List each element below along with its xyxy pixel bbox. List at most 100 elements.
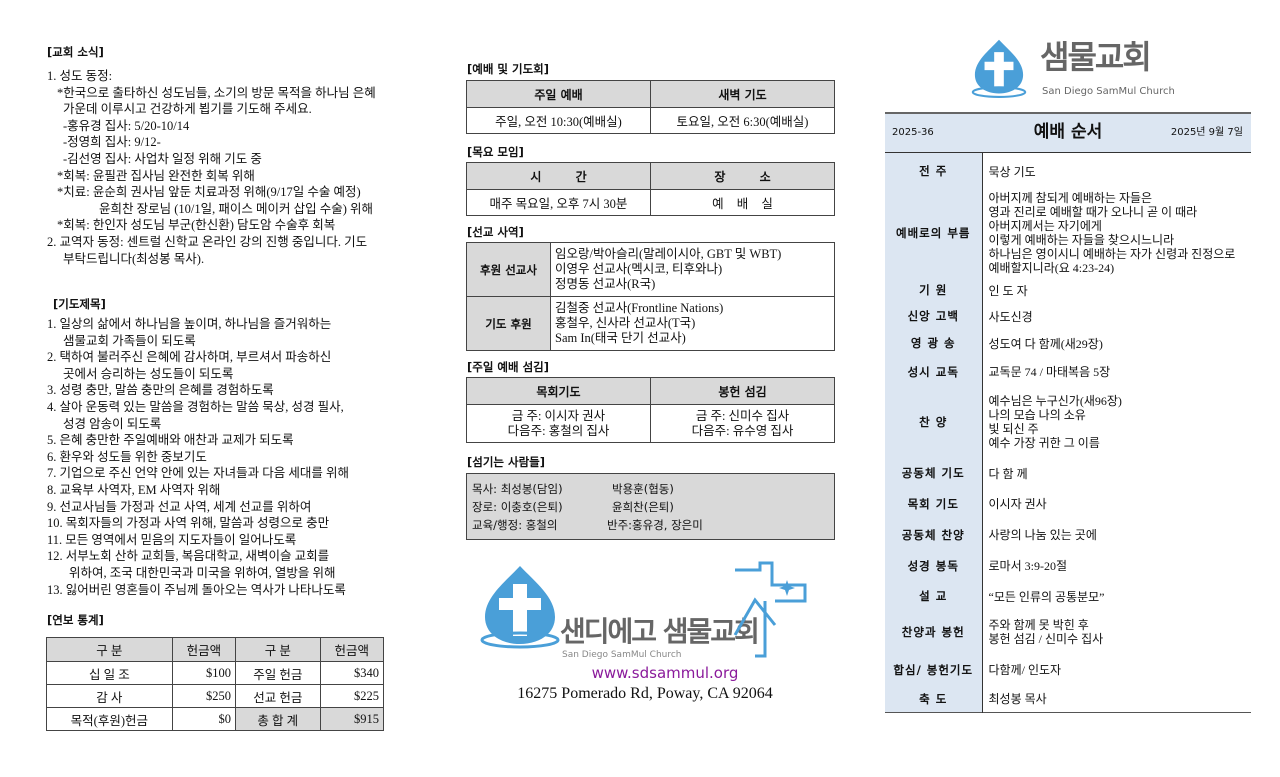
order-item-label: 성시 교독 — [885, 357, 983, 386]
order-row: 영 광 송 성도여 다 함께(새29장) — [885, 329, 1251, 357]
order-item-label: 전 주 — [885, 153, 983, 189]
mission-label: 기도 후원 — [466, 296, 551, 351]
order-item-value: 빛 되신 주 — [988, 422, 1039, 436]
order-row: 축 도 최성봉 목사 — [885, 686, 1251, 712]
cell: 금 주: 신미수 집사 — [695, 408, 790, 423]
order-table: 전 주 묵상 기도 예배로의 부름 아버지께 참되게 예배하는 자들은 영과 진리로 예… — [885, 153, 1251, 713]
table-row: 기도 후원 김철중 선교사(Frontline Nations) 홍철우, 신사라 … — [466, 296, 835, 351]
order-item-label: 성경 봉독 — [885, 550, 983, 581]
order-item-label: 공동체 찬양 — [885, 519, 983, 550]
list-line: *회복: 윤필관 집사님 완전한 회복 위해 — [57, 168, 255, 183]
order-item-value: 로마서 3:9-20절 — [988, 559, 1068, 573]
header-cell: 헌금액 — [319, 637, 385, 662]
list-line: 2. 교역자 동정: 센트럴 신학교 온라인 강의 진행 중입니다. 기도 — [47, 234, 368, 249]
order-item-value: 하나님은 영이시니 예배하는 자가 신령과 진정으로 — [988, 247, 1236, 261]
staff-entry: 박용훈(협동) — [612, 482, 674, 496]
prayer-title: [기도제목] — [53, 297, 106, 311]
list-line: 곳에서 승리하는 성도들이 되도록 — [63, 366, 234, 381]
list-line: 3. 성령 충만, 말씀 충만의 은혜를 경험하도록 — [47, 383, 274, 398]
list-line: 6. 환우와 성도들 위한 중보기도 — [47, 449, 207, 464]
list-line: -홍유경 집사: 5/20-10/14 — [63, 118, 190, 133]
cell: $0 — [171, 707, 237, 731]
list-line: *회복: 한인자 성도님 부군(한신환) 담도암 수술후 회복 — [57, 218, 336, 233]
list-line: 13. 잃어버린 영혼들이 주님께 돌아오는 역사가 나타나도록 — [47, 582, 346, 597]
total-label: 총 합 계 — [235, 707, 321, 731]
order-item-label: 찬 양 — [885, 386, 983, 458]
issue-number: 2025-36 — [892, 127, 934, 138]
order-item-value: 사랑의 나눔 있는 곳에 — [988, 528, 1097, 542]
order-row: 합심/ 봉헌기도 다함께/ 인도자 — [885, 653, 1251, 686]
total-value: $915 — [319, 707, 385, 731]
list-line: *한국으로 출타하신 성도님들, 소기의 방문 목적을 하나님 은혜 — [57, 85, 376, 100]
order-item-value: 최성봉 목사 — [988, 692, 1047, 707]
mission-title: [선교 사역] — [467, 225, 524, 239]
header-cell: 시 간 — [466, 162, 651, 190]
list-line: 성경 암송이 되도록 — [63, 416, 162, 431]
order-row: 찬양과 봉헌 주와 함께 못 박힌 후 봉헌 섬김 / 신미수 집사 — [885, 611, 1251, 653]
list-line: 9. 선교사님들 가정과 선교 사역, 세계 선교를 위하여 — [47, 499, 312, 514]
order-item-value: 영과 진리로 예배할 때가 오나니 곧 이 때라 — [988, 205, 1198, 219]
order-item-value: 묵상 기도 — [988, 164, 1036, 179]
list-line: 윤희찬 장로님 (10/1일, 패이스 메이커 삽입 수술) 위해 — [99, 201, 374, 216]
header-cell: 새벽 기도 — [650, 80, 835, 108]
list-line: 위하여, 조국 대한민국과 미국을 위하여, 열방을 위해 — [69, 565, 336, 580]
cell: $225 — [319, 684, 385, 708]
order-item-label: 신앙 고백 — [885, 303, 983, 329]
service-date: 2025년 9월 7일 — [1170, 127, 1243, 138]
church-address: 16275 Pomerado Rd, Poway, CA 92064 — [517, 685, 773, 702]
order-item-label: 공동체 기도 — [885, 458, 983, 488]
order-item-value: 성도여 다 함께(새29장) — [988, 336, 1103, 351]
order-row: 성시 교독 교독문 74 / 마태복음 5장 — [885, 357, 1251, 386]
footer-logo-english: San Diego SamMul Church — [562, 650, 682, 660]
order-row: 공동체 기도 다 함 께 — [885, 458, 1251, 488]
list-line: 샘물교회 가족들이 되도록 — [63, 333, 196, 348]
order-row: 전 주 묵상 기도 — [885, 153, 1251, 189]
header-cell: 헌금액 — [171, 637, 237, 662]
header-cell: 목회기도 — [466, 377, 651, 405]
church-cross-icon — [733, 561, 807, 658]
order-item-label: 기 원 — [885, 277, 983, 303]
order-title: 예배 순서 — [1033, 122, 1103, 142]
list-line: 1. 일상의 삶에서 하나님을 높이며, 하나님을 즐거워하는 — [47, 317, 332, 331]
mission-table: 후원 선교사 임오랑/박아슬리(말레이시아, GBT 및 WBT) 이영우 선교사(… — [466, 242, 835, 351]
table-row: 십 일 조 $100 주일 헌금 $340 — [46, 661, 385, 685]
table-row: 감 사 $250 선교 헌금 $225 — [46, 684, 385, 708]
header-cell: 봉헌 섬김 — [650, 377, 835, 405]
order-header: 2025-36 예배 순서 2025년 9월 7일 — [885, 112, 1251, 153]
finance-table: 구 분 헌금액 구 분 헌금액 십 일 조 $100 주일 헌금 $340 감 사 $250 선… — [46, 637, 385, 731]
footer-logo-korean: 샌디에고 샘물교회 — [560, 615, 760, 648]
order-item-label: 합심/ 봉헌기도 — [885, 653, 983, 686]
list-line: -정영희 집사: 9/12- — [63, 135, 161, 150]
header-cell: 장 소 — [650, 162, 835, 190]
mission-item: 이영우 선교사(멕시코, 티후와나) — [555, 262, 723, 276]
order-item-value: 다 함 께 — [988, 466, 1028, 481]
list-line: 10. 목회자들의 가정과 사역 위해, 말씀과 성령으로 충만 — [47, 516, 330, 531]
mission-item: 김철중 선교사(Frontline Nations) — [555, 301, 724, 315]
order-item-value: 나의 모습 나의 소유 — [988, 408, 1086, 422]
cell: 매주 목요일, 오후 7시 30분 — [466, 189, 651, 216]
list-line: 11. 모든 영역에서 믿음의 지도자들이 일어나도록 — [47, 532, 297, 547]
news-list: 1. 성도 동정: *한국으로 출타하신 성도님들, 소기의 방문 목적을 하나님… — [47, 68, 376, 267]
header-cell: 구 분 — [235, 637, 321, 662]
header-cell: 구 분 — [46, 637, 173, 662]
mission-item: 정명동 선교사(R국) — [555, 277, 656, 291]
order-item-value: 예수 가장 귀한 그 이름 — [988, 436, 1100, 450]
order-item-value: 이렇게 예배하는 자들을 찾으시느니라 — [988, 233, 1175, 247]
order-row: 공동체 찬양 사랑의 나눔 있는 곳에 — [885, 519, 1251, 550]
list-line: 5. 은혜 충만한 주일예배와 애찬과 교제가 되도록 — [47, 433, 294, 448]
order-row: 설 교 “모든 인류의 공통분모” — [885, 581, 1251, 611]
order-item-label: 찬양과 봉헌 — [885, 611, 983, 653]
cell: 금 주: 이시자 권사 — [511, 408, 606, 423]
order-item-label: 축 도 — [885, 686, 983, 712]
order-item-value: 이시자 권사 — [988, 497, 1047, 511]
news-title: [교회 소식] — [47, 45, 104, 59]
cell: 감 사 — [46, 684, 173, 708]
header-cell: 주일 예배 — [466, 80, 651, 108]
order-row: 신앙 고백 사도신경 — [885, 303, 1251, 329]
website-link[interactable]: www.sdsammul.org — [591, 664, 739, 682]
list-line: 1. 성도 동정: — [47, 69, 113, 83]
water-drop-cross-logo — [480, 566, 560, 649]
table-row: 목적(후원)헌금 $0 총 합 계 $915 — [46, 707, 385, 731]
order-item-value: 교독문 74 / 마태복음 5장 — [988, 365, 1111, 379]
